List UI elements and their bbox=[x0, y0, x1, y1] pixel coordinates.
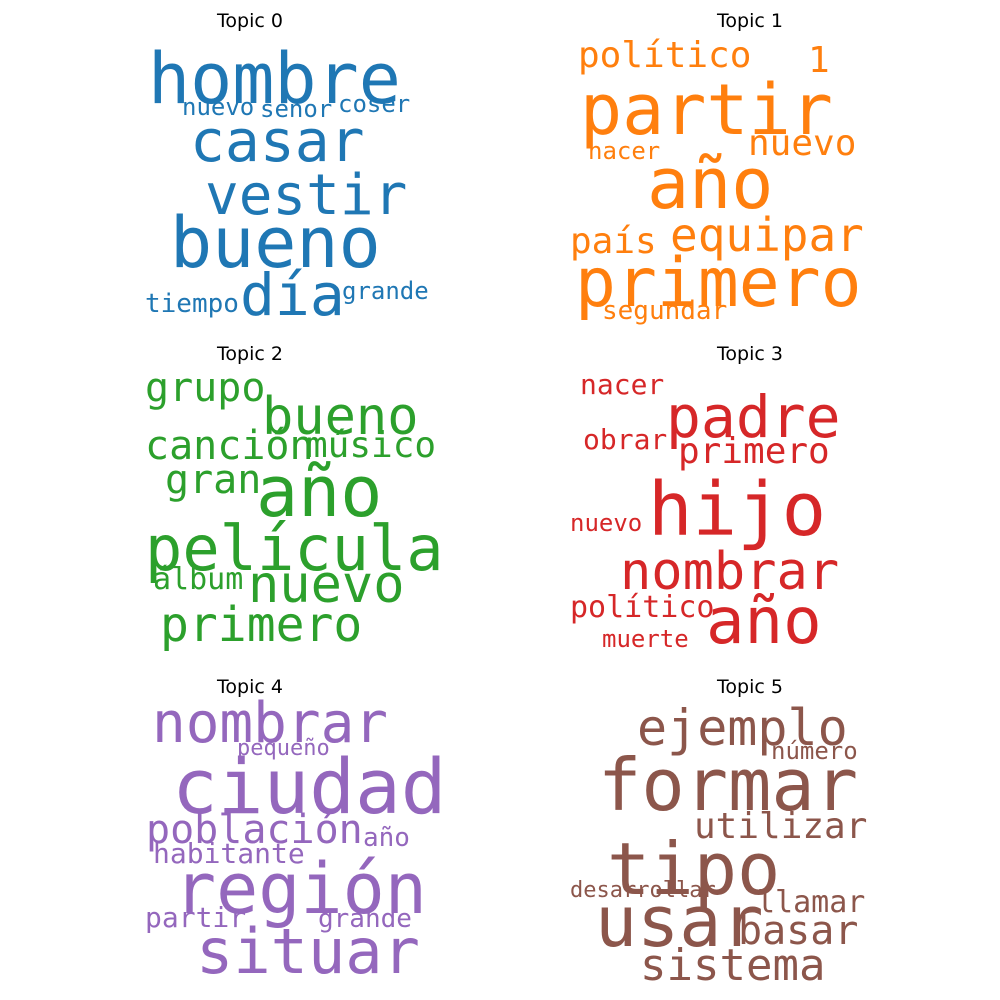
cloud-word: llamar bbox=[757, 885, 866, 920]
cloud-word: primero bbox=[678, 431, 830, 472]
cloud-word: obrar bbox=[583, 423, 668, 456]
cloud-word: película bbox=[145, 512, 444, 585]
cloud-word: grupo bbox=[145, 365, 266, 411]
cloud-word: basar bbox=[738, 908, 859, 954]
topic-panel: Topic 5 ejemplo número formar utilizar tipo de… bbox=[500, 666, 1000, 999]
cloud-word: sistema bbox=[640, 940, 826, 991]
cloud-word: nuevo bbox=[182, 93, 255, 121]
cloud-word: político bbox=[570, 590, 715, 625]
cloud-word: grande bbox=[318, 904, 412, 934]
cloud-word: tipo bbox=[607, 827, 781, 911]
cloud-word: nombrar bbox=[620, 542, 840, 602]
cloud-word: región bbox=[174, 848, 427, 930]
topic-title: Topic 4 bbox=[217, 676, 283, 698]
cloud-word: vestir bbox=[205, 163, 408, 228]
cloud-word: hombre bbox=[148, 38, 401, 120]
cloud-word: canción bbox=[145, 423, 314, 469]
cloud-word: señor bbox=[260, 95, 333, 123]
cloud-word: bueno bbox=[170, 202, 381, 284]
topic-panel: Topic 4 nombrar pequeño ciudad población año h… bbox=[0, 666, 500, 999]
topic-panel: Topic 1 político 1 partir nuevo nacer año equip… bbox=[500, 0, 1000, 333]
cloud-word: nacer bbox=[580, 368, 665, 401]
topic-panel: Topic 3 nacer padre obrar primero hijo nuevo no… bbox=[500, 333, 1000, 666]
cloud-word: año bbox=[706, 585, 822, 659]
cloud-word: gran bbox=[165, 457, 262, 503]
cloud-word: equipar bbox=[670, 208, 864, 262]
topic-title: Topic 3 bbox=[717, 343, 783, 365]
cloud-word: habitante bbox=[153, 837, 305, 870]
cloud-word: formar bbox=[598, 743, 859, 827]
cloud-word: desarrollar bbox=[570, 878, 716, 903]
cloud-word: nuevo bbox=[248, 555, 405, 615]
cloud-word: nuevo bbox=[748, 123, 857, 164]
cloud-word: segundar bbox=[602, 296, 728, 326]
cloud-word: país bbox=[570, 221, 657, 262]
topic-title: Topic 2 bbox=[217, 343, 283, 365]
topic-panel: Topic 2 grupo bueno canción músico gran año pel… bbox=[0, 333, 500, 666]
cloud-word: casar bbox=[190, 107, 365, 175]
cloud-word: ciudad bbox=[172, 742, 447, 831]
cloud-word: 1 bbox=[808, 40, 830, 81]
cloud-word: grande bbox=[342, 277, 429, 305]
cloud-word: ejemplo bbox=[637, 699, 848, 757]
cloud-word: primero bbox=[575, 244, 862, 323]
cloud-word: nuevo bbox=[570, 509, 643, 537]
cloud-word: partir bbox=[145, 901, 247, 934]
topic-title: Topic 0 bbox=[217, 10, 283, 32]
cloud-word: hijo bbox=[648, 467, 827, 553]
cloud-word: político bbox=[578, 35, 752, 76]
cloud-word: coser bbox=[338, 90, 411, 118]
cloud-word: nombrar bbox=[152, 691, 389, 756]
cloud-word: tiempo bbox=[145, 289, 239, 319]
cloud-word: bueno bbox=[262, 387, 419, 447]
cloud-word: álbum bbox=[153, 562, 244, 597]
cloud-word: día bbox=[240, 261, 345, 329]
cloud-word: utilizar bbox=[694, 806, 868, 847]
cloud-word: año bbox=[647, 143, 774, 225]
cloud-word: año bbox=[363, 823, 410, 853]
topic-title: Topic 1 bbox=[717, 10, 783, 32]
cloud-word: usar bbox=[595, 881, 764, 963]
cloud-word: pequeño bbox=[237, 736, 330, 761]
cloud-word: número bbox=[771, 737, 858, 765]
cloud-word: músico bbox=[306, 425, 437, 466]
topic-title: Topic 5 bbox=[717, 676, 783, 698]
cloud-word: situar bbox=[196, 915, 420, 988]
cloud-word: población bbox=[146, 807, 363, 853]
cloud-word: año bbox=[256, 451, 383, 533]
cloud-word: nacer bbox=[588, 137, 661, 165]
topic-panel: Topic 0 hombre casar vestir bueno día nuevo señ… bbox=[0, 0, 500, 333]
cloud-word: primero bbox=[160, 597, 363, 653]
cloud-word: partir bbox=[580, 69, 833, 151]
cloud-word: padre bbox=[666, 383, 841, 451]
cloud-word: muerte bbox=[602, 625, 689, 653]
